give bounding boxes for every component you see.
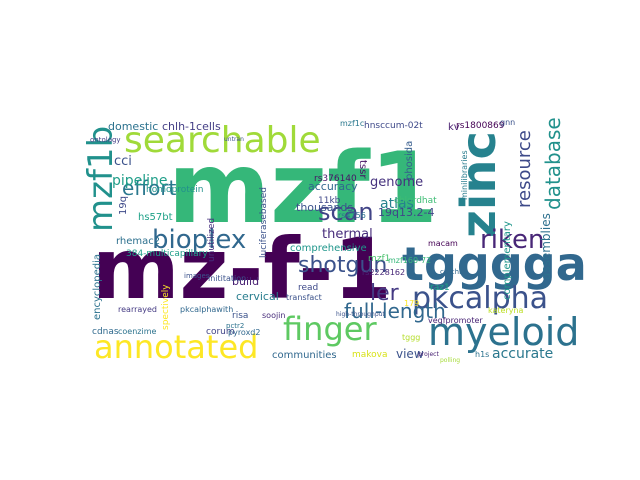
word-179: 179 [404, 299, 419, 308]
word-pkcalpha: pkcalpha [412, 281, 548, 316]
word-polling: polling [440, 357, 460, 364]
word-spectively: spectively [161, 284, 171, 330]
word-co-chip: co-chip [440, 268, 466, 276]
word-minilibraries: minilibraries [460, 150, 469, 200]
word-zinc: zinc [451, 131, 507, 238]
word-domestic: domestic [108, 120, 158, 133]
word-mzf160-72: mzf160-72 [388, 256, 431, 265]
word-view: view [396, 347, 424, 361]
word-assemblies: assemblies [539, 213, 553, 280]
word-19q: 19q [118, 196, 129, 215]
word-cci: cci [114, 154, 132, 169]
word-kv: kv [448, 122, 460, 133]
word-myeloid: myeloid [428, 310, 579, 354]
word-database: database [541, 117, 565, 210]
word-mzf1b: mzf1b [81, 126, 121, 232]
word-transfact: transfact [286, 293, 322, 302]
word-vegfpromoter: vegfpromoter [428, 316, 483, 325]
word-complementary: complementary [502, 221, 513, 300]
word-rs4756: rs4756 [338, 211, 366, 220]
word-risa: risa [232, 311, 248, 321]
word-genome: genome [370, 175, 423, 190]
word-searchable: searchable [124, 120, 321, 161]
word-read: read [298, 283, 318, 293]
word-accurate: accurate [492, 346, 553, 362]
word-ontology: ontology [90, 136, 121, 144]
word-pyroxd2: pyroxd2 [228, 328, 260, 337]
word-coenzime: coenzime [118, 327, 157, 336]
word-rs2228162: rs2228162 [362, 268, 405, 277]
word-encyclopedia: encyclopedia [92, 254, 103, 320]
word-communities: communities [272, 350, 337, 361]
word-mz-f-1: mz-f-1 [92, 220, 392, 318]
word-rs376140: rs376140 [314, 174, 357, 184]
word-raz1: raz1 [430, 283, 450, 293]
word-bioplex: bioplex [152, 225, 246, 255]
word-tggg: tggg [402, 333, 420, 342]
word-inititation: inititation [208, 274, 246, 283]
word-finger: finger [283, 310, 377, 348]
word-full-length: full-length [344, 299, 446, 323]
word-hnsccum-02t: hnsccum-02t [364, 121, 423, 131]
word-accuracy: accuracy [308, 180, 358, 193]
word-thermal: thermal [322, 227, 373, 242]
word-thousands: thousands [296, 201, 353, 214]
word-makova: makova [352, 350, 388, 360]
word-tgggga: tgggga [402, 237, 587, 291]
word-tssr: tssr [357, 160, 368, 179]
word-19q13-2-4: 19q13.2-4 [378, 206, 434, 219]
word-rhemac2: rhemac2 [116, 236, 160, 247]
word-high-throughput: high-throughput [336, 311, 385, 318]
word-mzf1c: mzf1c [340, 119, 364, 128]
word-shotgun: shotgun [298, 253, 387, 278]
word-luciferasebased: luciferasebased [259, 187, 269, 258]
word-hs57bt: hs57bt [138, 212, 173, 223]
word-riken: riken [480, 225, 545, 255]
word-chlordhat: chlordhat [394, 196, 437, 206]
word-gnn: gnn [500, 118, 515, 127]
word-rearrayed: rearrayed [118, 305, 157, 314]
word-atlas: atlas [380, 196, 414, 212]
word-cervical: cervical [236, 290, 279, 303]
word-phosida: phosida [404, 141, 415, 180]
word-corum: corum [206, 327, 235, 337]
word-project: project [418, 351, 439, 358]
word-384-multicapillary: 384-multicapillary [126, 249, 208, 259]
word-cdnas: cdnas [92, 327, 119, 337]
word-build: build [232, 275, 259, 288]
word-pipeline: pipeline [112, 173, 168, 189]
word-ler: ler [370, 281, 400, 306]
word-macam: macam [428, 239, 458, 248]
word-11kb: 11kb [318, 196, 341, 206]
word-chlh-1cells: chlh-1cells [162, 120, 221, 133]
word-homoprotein: homoprotein [146, 185, 203, 195]
word-layer: mz-f-1 mzf1 tgggga zinc searchable myelo… [81, 117, 587, 366]
word-effort: effort [122, 176, 177, 200]
word-scan: scan [318, 198, 374, 226]
word-images: images [184, 272, 210, 280]
word-resource: resource [514, 130, 535, 208]
word-kateryna: kateryna [488, 306, 524, 315]
word-untran: untran [224, 136, 244, 143]
word-pctr2: pctr2 [226, 322, 244, 330]
word-comprehensive: comprehensive [290, 243, 367, 254]
word-pkcalphawith: pkcalphawith [180, 305, 233, 314]
word-annotated: annotated [94, 328, 258, 366]
word-mzf1: mzf1 [168, 132, 438, 246]
word-soojin: soojin [262, 311, 285, 320]
word-mzf1-small: mzf1 [368, 254, 390, 264]
word-unutilized: unutilized [207, 218, 217, 262]
word-h1s: h1s [475, 350, 489, 359]
word-rs1800869: rs1800869 [456, 121, 505, 131]
